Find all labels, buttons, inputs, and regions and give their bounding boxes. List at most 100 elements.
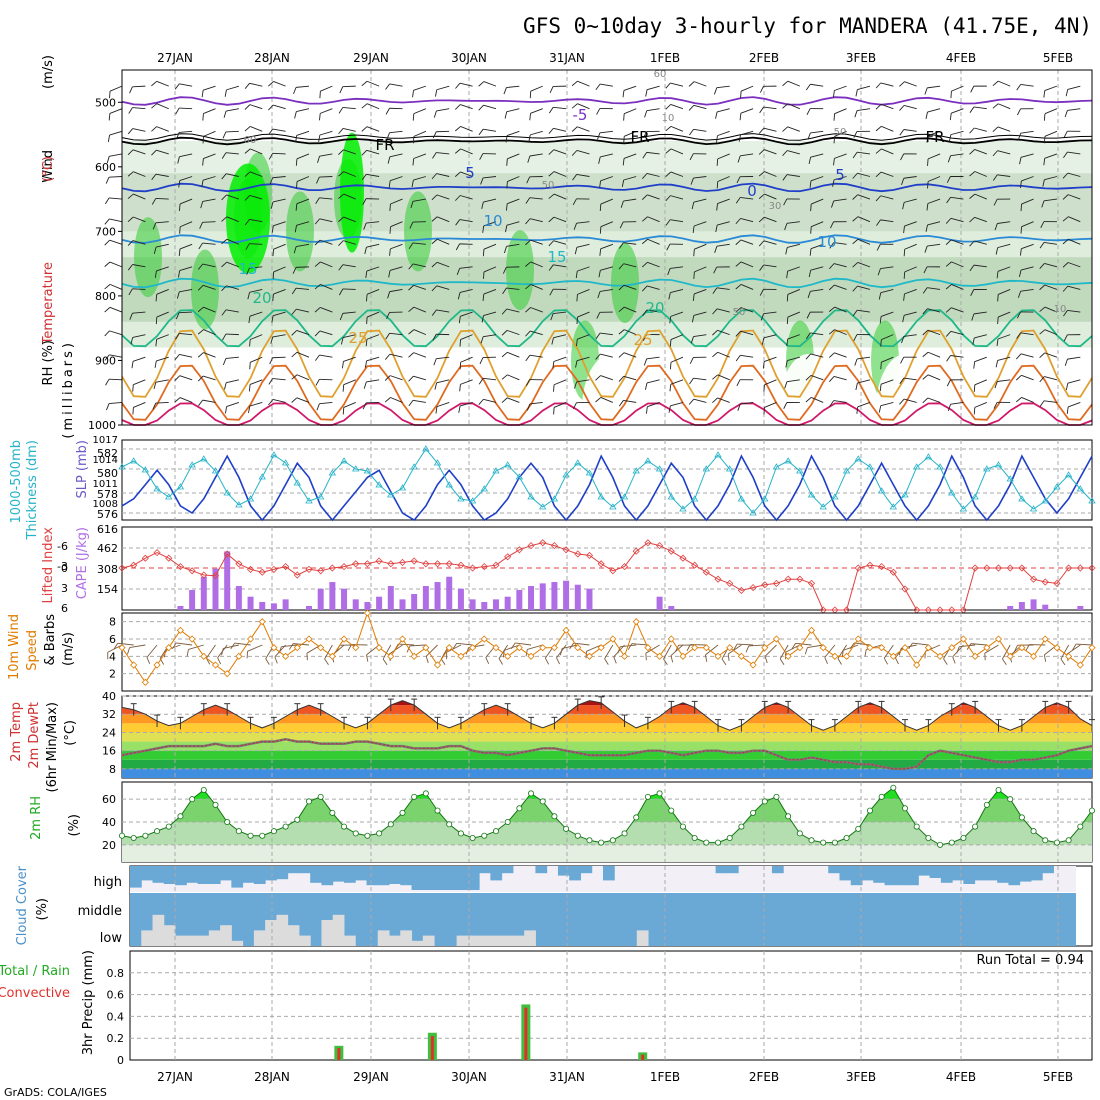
cloud-high-0 — [130, 866, 142, 888]
li-point-26 — [422, 560, 430, 568]
li-point-78 — [1030, 575, 1038, 583]
barb-64-650 — [857, 194, 871, 200]
rh2m-point-43 — [621, 830, 628, 837]
barb-46-860-flag — [642, 334, 647, 341]
li-point-48 — [679, 554, 687, 562]
barb-56-545-flag — [758, 127, 765, 134]
barb-56-860-flag — [761, 337, 765, 345]
barb-16-510 — [296, 108, 310, 113]
wind-tick-8: 8 — [109, 616, 116, 629]
li-point-63 — [854, 564, 862, 572]
barb-18-720 — [319, 239, 333, 245]
sfc-barb-75 — [984, 644, 999, 654]
contour-label-4: 5 — [465, 164, 475, 182]
barb-52-650-flag — [716, 203, 718, 211]
barb-30-930 — [460, 379, 473, 385]
cape-bar-40 — [586, 588, 593, 610]
rh2m-point-50 — [703, 839, 710, 846]
barb-64-965-flag — [856, 406, 859, 414]
barb-26-650 — [412, 198, 426, 202]
barb-70-895 — [927, 351, 941, 358]
barb-14-720-flag — [272, 249, 275, 257]
barb-44-545-flag — [623, 136, 625, 144]
barb-4-510 — [156, 103, 169, 110]
cloud-high-57 — [771, 866, 784, 874]
wind10m-point-79 — [1041, 635, 1049, 643]
barb-72-790 — [951, 284, 964, 290]
barb-26-510-flag — [412, 113, 415, 121]
li-point-10 — [235, 560, 243, 568]
wind10m-point-70 — [936, 652, 944, 660]
barb-20-720-flag — [338, 240, 344, 247]
barb-26-615-flag — [411, 180, 414, 188]
cloud-high-52 — [715, 866, 728, 874]
rh2m-point-34 — [516, 805, 523, 812]
barb-76-895-flag — [995, 360, 999, 368]
barb-72-790-flag — [945, 284, 952, 290]
barb-44-825 — [624, 306, 637, 313]
sfc-barb-59-flag — [791, 643, 796, 650]
barb-34-545-flag — [505, 135, 508, 143]
sfc-barb-67-flag — [895, 657, 899, 665]
rh2m-point-6 — [189, 796, 196, 803]
li-point-8 — [211, 572, 220, 580]
barb-22-580-flag — [361, 149, 367, 156]
li-point-42 — [609, 567, 617, 575]
barb-28-895-flag — [433, 358, 437, 366]
barb-58-580-flag — [782, 150, 788, 156]
barb-64-790-flag — [852, 285, 858, 292]
barb-18-965-flag — [316, 403, 320, 411]
sfc-barb-73 — [959, 644, 976, 648]
li-line — [121, 542, 1092, 611]
barb-54-650-flag — [735, 197, 741, 204]
barb-6-860-flag — [175, 333, 180, 340]
barb-78-930-flag — [1015, 375, 1022, 381]
wind10m-point-23 — [387, 652, 395, 660]
li-point-23 — [387, 560, 395, 568]
dry-pocket-5 — [680, 353, 740, 464]
sfc-barb-36 — [527, 644, 543, 650]
barb-40-720-flag — [574, 247, 578, 255]
rh2m-point-32 — [492, 828, 499, 835]
barb-66-685-flag — [876, 219, 881, 226]
rh-cell-9 — [611, 243, 639, 323]
barb-54-685 — [740, 218, 754, 223]
barb-18-545-flag — [318, 134, 321, 142]
barb-36-510 — [530, 108, 543, 114]
precip-frame — [129, 950, 1093, 1061]
barb-50-545-flag — [689, 129, 694, 136]
li-point-51 — [714, 575, 722, 583]
rh-tick-40: 40 — [102, 816, 116, 829]
thickness-point-82 — [1076, 485, 1085, 492]
barb-32-685 — [483, 221, 497, 227]
rh2m-point-39 — [574, 832, 581, 839]
barb-74-510 — [973, 106, 987, 110]
barb-66-965 — [880, 401, 894, 407]
wind10m-point-81 — [1065, 652, 1073, 660]
barb-54-720 — [740, 239, 754, 245]
wind10m-point-48 — [679, 652, 687, 660]
barb-72-580-flag — [947, 155, 951, 163]
barb-66-790-flag — [878, 292, 882, 300]
barb-60-615 — [810, 176, 824, 182]
cloud-high-11 — [253, 866, 266, 884]
barb-6-685 — [179, 221, 193, 228]
barb-14-790-flag — [272, 294, 274, 302]
wind10m-point-36 — [539, 644, 547, 652]
sfc-barb-47 — [663, 644, 672, 660]
li-point-74 — [983, 564, 991, 572]
barb-42-755-flag — [598, 270, 601, 278]
cloud-high-36 — [535, 866, 548, 874]
li-point-37 — [550, 542, 558, 550]
barb-82-930 — [1067, 379, 1081, 384]
barb-14-825-flag — [271, 315, 274, 323]
barb-28-825-flag — [431, 309, 437, 316]
barb-32-860 — [483, 334, 497, 338]
barb-60-720 — [810, 243, 824, 250]
barb-44-475 — [623, 85, 637, 91]
barb-40-685-flag — [573, 223, 577, 230]
barb-12-895-flag — [249, 362, 251, 370]
barb-46-685 — [647, 216, 660, 223]
sfc-barb-43-flag — [613, 656, 617, 664]
rh2m-point-29 — [457, 830, 464, 837]
